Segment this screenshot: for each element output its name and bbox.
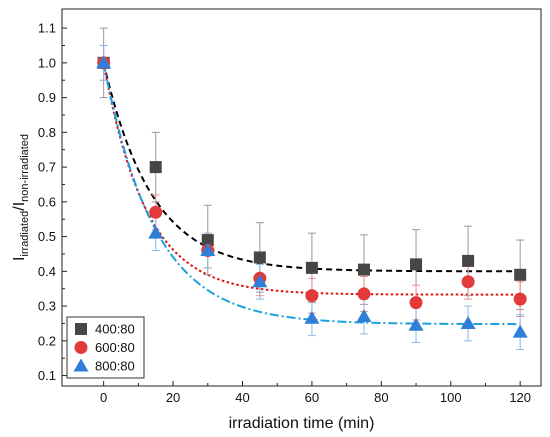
y-tick-label: 0.8 (38, 125, 56, 140)
data-point-800-80 (304, 310, 320, 324)
data-point-600-80 (357, 287, 371, 301)
legend: 400:80 600:80 800:80 (66, 316, 145, 379)
y-tick-label: 0.9 (38, 90, 56, 105)
data-point-600-80 (513, 292, 527, 306)
data-point-600-80 (305, 289, 319, 303)
data-point-800-80 (460, 315, 476, 329)
y-axis-title-sub2: non-irradiated (19, 134, 31, 202)
legend-label: 400:80 (95, 322, 135, 337)
y-axis-ticks: 0.1 0.2 0.3 0.4 0.5 0.6 0.7 0.8 0.9 1.0 1.1 (38, 21, 67, 383)
data-point-800-80 (96, 55, 112, 69)
x-tick-label: 20 (166, 390, 180, 405)
x-tick-label: 100 (440, 390, 462, 405)
plot-frame (61, 8, 542, 387)
y-axis-title-sep: /I (11, 202, 28, 211)
data-point-800-80 (148, 225, 164, 239)
x-tick-label: 0 (100, 390, 107, 405)
data-point-600-80 (461, 275, 475, 289)
legend-entry: 800:80 (73, 358, 135, 374)
data-point-400-80 (149, 161, 162, 174)
data-point-800-80 (408, 317, 424, 331)
x-tick-label: 60 (305, 390, 319, 405)
data-point-800-80 (512, 324, 528, 338)
y-tick-label: 0.5 (38, 229, 56, 244)
legend-marker (75, 323, 87, 335)
y-tick-label: 0.7 (38, 160, 56, 175)
data-point-400-80 (201, 234, 214, 247)
x-tick-label: 120 (509, 390, 531, 405)
data-point-400-80 (462, 254, 475, 267)
y-axis-title: Iirradiated/Inon-irradiated (11, 134, 31, 261)
data-point-600-80 (149, 205, 163, 219)
data-point-400-80 (305, 261, 318, 274)
x-tick-label: 40 (235, 390, 249, 405)
data-point-800-80 (200, 242, 216, 256)
data-point-400-80 (410, 258, 423, 271)
y-tick-label: 1.1 (38, 21, 56, 36)
legend-entry: 400:80 (75, 322, 135, 337)
data-point-600-80 (409, 296, 423, 310)
legend-marker (74, 341, 88, 354)
legend-entry: 600:80 (74, 340, 135, 355)
data-markers (96, 55, 528, 338)
x-tick-label: 80 (374, 390, 388, 405)
x-axis-title: irradiation time (min) (229, 415, 375, 432)
y-axis-title-main: I (11, 257, 28, 261)
data-point-400-80 (253, 251, 266, 264)
x-axis-ticks: 0 20 40 60 80 100 120 (100, 381, 531, 405)
data-point-400-80 (514, 268, 527, 281)
legend-label: 600:80 (95, 340, 135, 355)
legend-label: 800:80 (95, 359, 135, 374)
data-point-400-80 (357, 263, 370, 276)
data-point-800-80 (252, 274, 268, 288)
y-tick-label: 0.1 (38, 368, 56, 383)
y-tick-label: 1.0 (38, 55, 56, 70)
y-axis-title-sub1: irradiated (19, 211, 31, 257)
y-tick-label: 0.2 (38, 333, 56, 348)
data-point-800-80 (356, 309, 372, 323)
y-tick-label: 0.3 (38, 299, 56, 314)
y-tick-label: 0.6 (38, 194, 56, 209)
legend-marker (73, 358, 89, 372)
y-tick-label: 0.4 (38, 264, 56, 279)
